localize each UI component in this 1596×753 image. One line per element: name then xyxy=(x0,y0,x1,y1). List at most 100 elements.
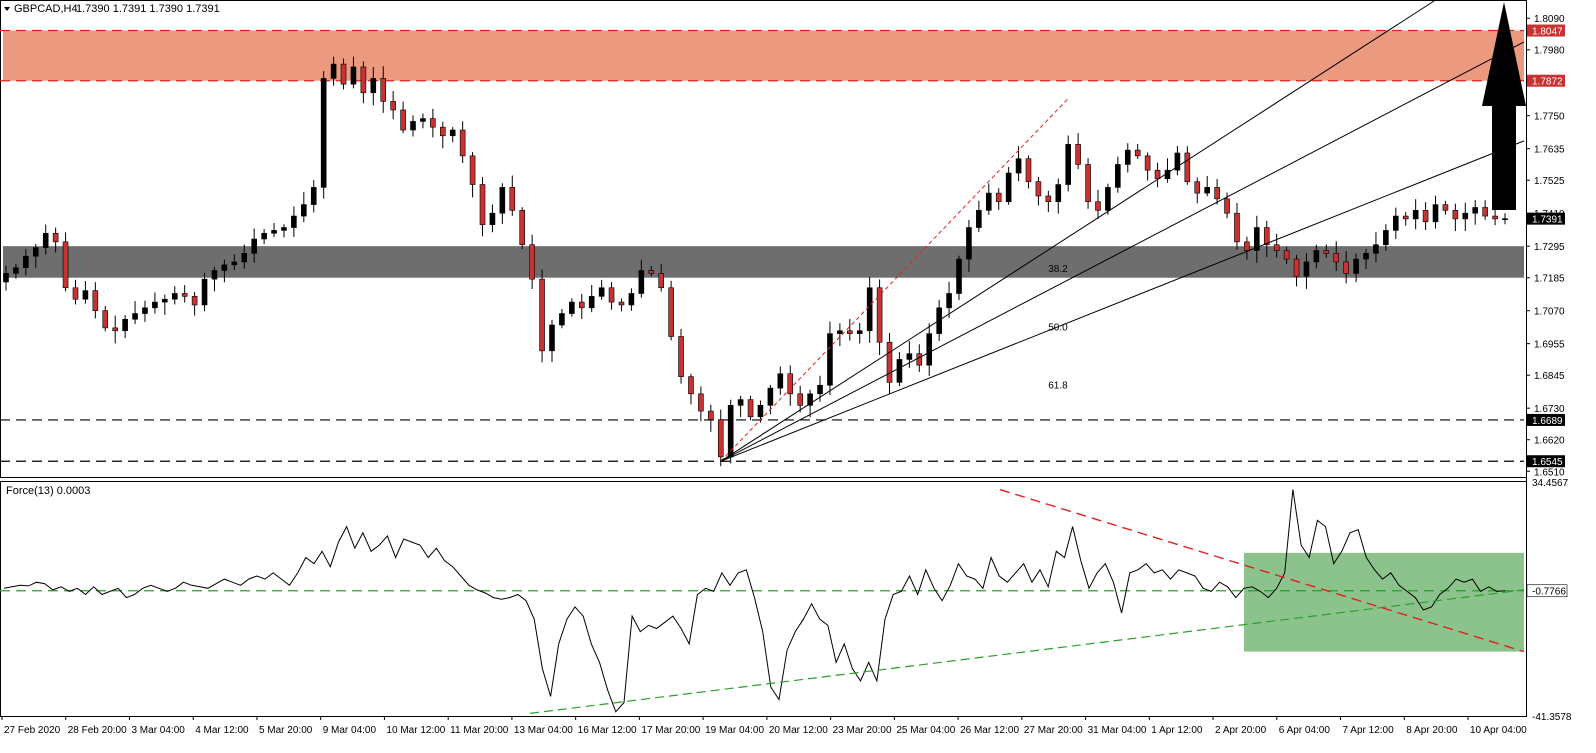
price-tick-label: 1.7295 xyxy=(1534,242,1565,253)
candle-body xyxy=(847,330,853,334)
candle-body xyxy=(598,287,605,297)
candle-body xyxy=(1254,227,1260,251)
candle-body xyxy=(787,373,794,395)
ohlc-label: 1.7390 1.7391 1.7390 1.7391 xyxy=(76,3,220,15)
candle-body xyxy=(410,121,416,131)
candle-body xyxy=(906,353,913,360)
time-tick-label: 9 Mar 04:00 xyxy=(323,725,377,736)
time-tick-label: 5 Mar 20:00 xyxy=(259,725,313,736)
candle-body xyxy=(162,298,168,303)
candle-body xyxy=(330,63,337,79)
candle-body xyxy=(1472,207,1479,214)
candle-body xyxy=(1303,261,1310,277)
fib-fan-layer: 38.2 50.0 61.8 xyxy=(720,0,1525,462)
candle-body xyxy=(856,330,863,334)
candle-body xyxy=(966,227,972,260)
candle-body xyxy=(1015,158,1022,174)
time-tick-label: 23 Mar 20:00 xyxy=(833,725,892,736)
candle-body xyxy=(1273,244,1280,251)
candle-body xyxy=(757,405,764,418)
candle-body xyxy=(1333,253,1340,263)
candle-body xyxy=(1343,261,1349,274)
candle-body xyxy=(1105,187,1111,211)
candle-body xyxy=(23,255,29,268)
time-tick-label: 1 Apr 12:00 xyxy=(1151,725,1203,736)
candle-body xyxy=(1402,215,1409,220)
candle-body xyxy=(171,293,178,300)
candle-body xyxy=(1263,227,1270,246)
candle-body xyxy=(92,290,99,311)
force-indicator-layer: 34.4567 -41.3578 -0.7766 xyxy=(0,478,1572,723)
candle-body xyxy=(449,129,456,137)
candle-body xyxy=(985,192,992,211)
candle-body xyxy=(112,327,118,332)
time-tick-label: 10 Apr 04:00 xyxy=(1470,725,1527,736)
candle-body xyxy=(350,66,357,85)
candle-body xyxy=(1035,181,1042,197)
time-tick-label: 10 Mar 12:00 xyxy=(386,725,445,736)
candle-body xyxy=(122,318,128,332)
candle-body xyxy=(1154,169,1161,180)
time-tick-label: 20 Mar 12:00 xyxy=(769,725,828,736)
price-label-text: 1.6545 xyxy=(1532,457,1563,468)
price-tick-label: 1.6845 xyxy=(1534,371,1565,382)
candle-body xyxy=(817,384,823,395)
candle-body xyxy=(777,373,784,389)
time-tick-label: 11 Mar 20:00 xyxy=(450,725,509,736)
candle-body xyxy=(469,155,476,185)
time-tick-label: 3 Mar 04:00 xyxy=(131,725,185,736)
price-label-box xyxy=(1527,455,1565,468)
candle-body xyxy=(191,296,198,306)
dropdown-triangle-icon[interactable] xyxy=(4,7,10,11)
candle-body xyxy=(251,238,257,254)
candle-body xyxy=(42,232,49,248)
candle-body xyxy=(1085,164,1091,203)
candle-body xyxy=(231,261,238,266)
candle-body xyxy=(618,301,625,306)
candle-body xyxy=(886,341,893,383)
force-resistance-trendline xyxy=(999,488,1525,653)
price-tick-label: 1.7525 xyxy=(1534,176,1565,187)
candle-body xyxy=(1412,210,1419,220)
candle-body xyxy=(916,353,923,366)
candle-body xyxy=(479,184,486,225)
candle-body xyxy=(390,101,396,111)
axis-layer: 1.80901.79801.78721.77501.76351.75251.74… xyxy=(1526,14,1565,478)
candle-body xyxy=(876,287,883,343)
fib-fan-line xyxy=(720,140,1525,462)
fib-fan-label: 38.2 xyxy=(1048,264,1068,275)
candle-body xyxy=(976,210,982,228)
fib-retracement-line xyxy=(720,98,1069,462)
candle-body xyxy=(698,393,704,412)
candle-body xyxy=(1244,241,1250,251)
force-tick-label: -41.3578 xyxy=(1532,712,1572,723)
candle-body xyxy=(72,287,79,300)
candle-body xyxy=(439,126,446,137)
price-tick-label: 1.7635 xyxy=(1534,145,1565,156)
candle-body xyxy=(82,290,89,300)
time-tick-label: 25 Mar 04:00 xyxy=(896,725,955,736)
candle-body xyxy=(142,307,148,314)
price-label-box xyxy=(1527,74,1565,87)
time-tick-label: 27 Mar 20:00 xyxy=(1024,725,1083,736)
candle-body xyxy=(1442,204,1449,211)
candle-body xyxy=(1115,164,1121,188)
candle-body xyxy=(1095,201,1101,211)
candle-body xyxy=(1353,258,1359,274)
candle-body xyxy=(499,187,506,214)
candle-body xyxy=(1124,149,1131,165)
candle-body xyxy=(1502,218,1508,220)
candle-body xyxy=(956,258,962,294)
candle-body xyxy=(708,410,714,420)
candle-body xyxy=(221,264,228,271)
candle-body xyxy=(1432,204,1439,223)
candle-body xyxy=(1204,187,1210,194)
candle-body xyxy=(926,333,933,366)
candle-body xyxy=(380,78,387,102)
candle-body xyxy=(291,215,297,228)
time-tick-label: 19 Mar 04:00 xyxy=(705,725,764,736)
time-axis-layer: 27 Feb 2020 28 Feb 20:00 3 Mar 04:00 4 Mar … xyxy=(1,716,1527,736)
candle-body xyxy=(3,273,9,283)
candle-body xyxy=(509,187,516,211)
price-label-text: 1.7872 xyxy=(1532,77,1563,88)
